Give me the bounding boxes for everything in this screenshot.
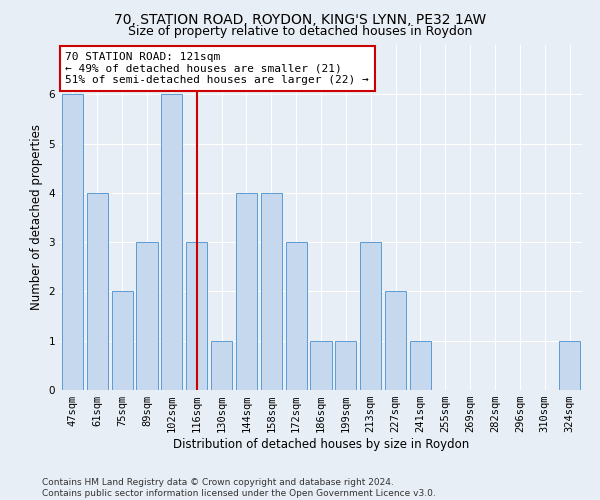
Bar bbox=[186, 242, 207, 390]
Bar bbox=[286, 242, 307, 390]
Bar bbox=[211, 340, 232, 390]
Y-axis label: Number of detached properties: Number of detached properties bbox=[30, 124, 43, 310]
Text: 70, STATION ROAD, ROYDON, KING'S LYNN, PE32 1AW: 70, STATION ROAD, ROYDON, KING'S LYNN, P… bbox=[114, 12, 486, 26]
Bar bbox=[261, 193, 282, 390]
Bar bbox=[335, 340, 356, 390]
Text: Contains HM Land Registry data © Crown copyright and database right 2024.
Contai: Contains HM Land Registry data © Crown c… bbox=[42, 478, 436, 498]
Bar bbox=[236, 193, 257, 390]
Bar bbox=[87, 193, 108, 390]
Text: 70 STATION ROAD: 121sqm
← 49% of detached houses are smaller (21)
51% of semi-de: 70 STATION ROAD: 121sqm ← 49% of detache… bbox=[65, 52, 369, 85]
Bar bbox=[360, 242, 381, 390]
Bar bbox=[410, 340, 431, 390]
Bar bbox=[136, 242, 158, 390]
Bar bbox=[62, 94, 83, 390]
X-axis label: Distribution of detached houses by size in Roydon: Distribution of detached houses by size … bbox=[173, 438, 469, 451]
Bar bbox=[310, 340, 332, 390]
Bar bbox=[112, 292, 133, 390]
Bar bbox=[161, 94, 182, 390]
Bar bbox=[385, 292, 406, 390]
Bar bbox=[559, 340, 580, 390]
Text: Size of property relative to detached houses in Roydon: Size of property relative to detached ho… bbox=[128, 25, 472, 38]
